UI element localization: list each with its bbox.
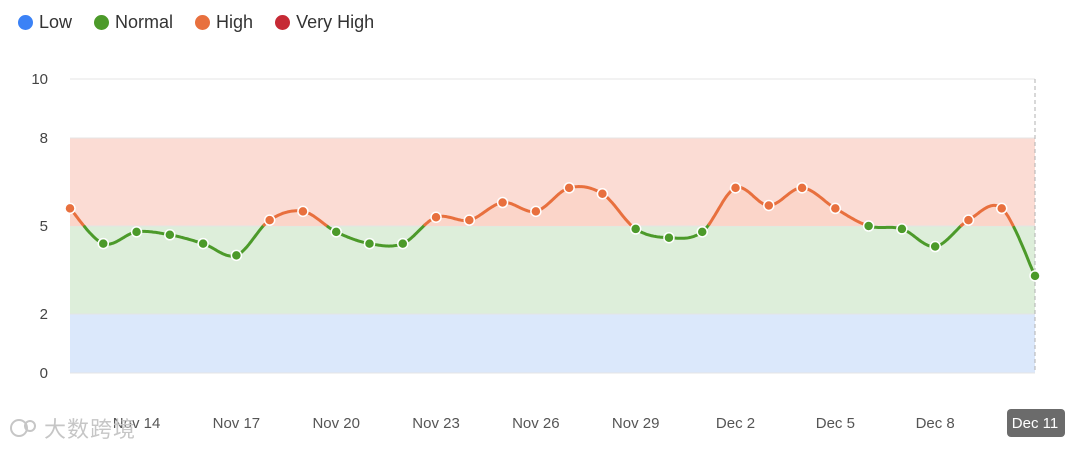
data-point-dec-3 <box>763 199 775 212</box>
x-tick-label: Dec 8 <box>916 415 955 432</box>
band-normal <box>70 226 1035 314</box>
legend-dot-very-high <box>275 15 291 30</box>
data-points <box>64 182 1041 282</box>
line-segment-high <box>262 209 330 229</box>
legend-label-very-high: Very High <box>296 12 375 32</box>
data-point-dec-7 <box>896 223 908 235</box>
x-tick-label: Dec 5 <box>816 415 855 432</box>
data-point-dec-9 <box>962 214 975 226</box>
high-area-fill <box>424 186 633 227</box>
legend-label-high: High <box>216 12 254 32</box>
data-point-dec-10 <box>995 202 1008 215</box>
line-segment-normal <box>867 223 963 249</box>
data-point-nov-12 <box>64 202 76 215</box>
data-point-nov-26 <box>530 205 542 218</box>
chart-legend: Low Normal High Very High <box>18 12 374 33</box>
data-point-dec-11 <box>1029 270 1041 282</box>
watermark-text: 大数跨境 <box>44 417 137 442</box>
data-point-nov-30 <box>663 231 675 244</box>
data-point-nov-28 <box>596 187 609 200</box>
x-tick-label: Nov 23 <box>412 415 460 432</box>
legend-dot-high <box>195 15 211 30</box>
data-point-dec-5 <box>829 202 842 215</box>
band-low <box>70 314 1035 373</box>
data-point-nov-24 <box>463 214 476 226</box>
line-segment-normal <box>326 223 427 248</box>
data-point-nov-15 <box>164 229 176 241</box>
legend-item-normal[interactable]: Normal <box>94 12 173 33</box>
legend-item-very-high[interactable]: Very High <box>275 12 374 33</box>
data-point-dec-6 <box>862 220 875 232</box>
data-point-nov-27 <box>563 182 575 194</box>
data-point-nov-20 <box>330 226 342 238</box>
data-point-nov-21 <box>363 237 376 250</box>
legend-dot-normal <box>94 15 110 30</box>
data-point-dec-1 <box>696 226 708 238</box>
y-tick-label: 0 <box>40 365 48 382</box>
y-tick-label: 10 <box>31 71 48 88</box>
data-point-nov-13 <box>97 237 110 250</box>
data-point-dec-8 <box>929 240 941 253</box>
y-axis-ticks: 0 2 5 8 10 <box>31 71 48 382</box>
data-point-nov-17 <box>230 249 243 262</box>
x-tick-highlight-badge <box>1007 409 1065 437</box>
legend-label-low: Low <box>39 12 73 32</box>
data-point-nov-19 <box>297 205 309 218</box>
data-point-nov-25 <box>496 196 509 209</box>
legend-label-normal: Normal <box>115 12 174 32</box>
x-tick-label: Nov 17 <box>213 415 261 432</box>
high-area-fill <box>709 187 869 226</box>
data-point-nov-14 <box>130 226 143 238</box>
data-point-dec-2 <box>729 182 742 194</box>
data-point-dec-4 <box>796 182 808 194</box>
watermark: 大数跨境 <box>8 412 136 444</box>
y-tick-label: 5 <box>40 218 48 235</box>
x-tick-label: Nov 20 <box>312 415 360 432</box>
legend-item-high[interactable]: High <box>195 12 253 33</box>
data-point-nov-16 <box>197 237 209 250</box>
watermark-logo-icon <box>10 419 36 437</box>
legend-dot-low <box>18 15 33 30</box>
y-tick-label: 8 <box>40 130 48 147</box>
threshold-bands <box>70 138 1035 373</box>
x-tick-label: Dec 11 <box>1012 415 1058 432</box>
x-tick-label: Dec 2 <box>716 415 755 432</box>
data-point-nov-29 <box>629 223 642 235</box>
y-tick-label: 2 <box>40 306 48 323</box>
x-axis-ticks: Nov 14 Nov 17 Nov 20 Nov 23 Nov 26 Nov 29 Dec … <box>113 409 1065 437</box>
data-point-nov-18 <box>263 214 276 226</box>
x-tick-label: Nov 14 <box>113 415 161 432</box>
x-tick-label: Nov 29 <box>612 415 660 432</box>
data-point-nov-23 <box>430 211 442 223</box>
x-tick-label: Nov 26 <box>512 415 560 432</box>
data-point-nov-22 <box>397 237 409 250</box>
legend-item-low[interactable]: Low <box>18 12 72 33</box>
